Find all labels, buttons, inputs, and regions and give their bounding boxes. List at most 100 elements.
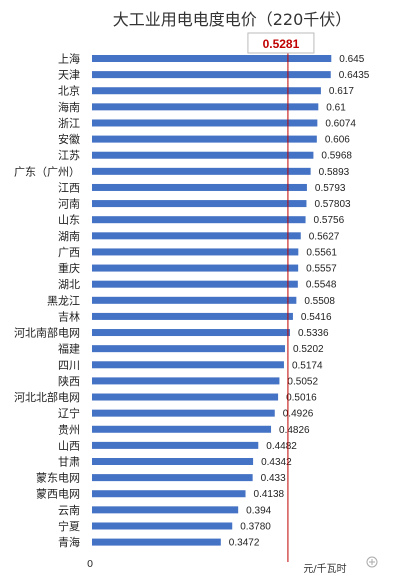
- reference-label: 0.5281: [263, 37, 300, 51]
- bar: [92, 425, 272, 433]
- value-label: 0.5557: [306, 264, 337, 275]
- bar: [92, 409, 275, 417]
- category-label: 黑龙江: [47, 294, 80, 307]
- bar: [92, 216, 306, 224]
- value-label: 0.5756: [314, 215, 345, 226]
- value-label: 0.3780: [240, 521, 271, 532]
- category-label: 河北北部电网: [14, 390, 80, 404]
- value-label: 0.5336: [298, 328, 329, 339]
- value-label: 0.617: [329, 86, 354, 97]
- value-label: 0.606: [325, 135, 350, 146]
- bar: [92, 393, 279, 401]
- category-label: 天津: [58, 69, 80, 82]
- category-label: 北京: [58, 84, 80, 98]
- bar: [92, 87, 321, 95]
- value-label: 0.645: [339, 54, 364, 65]
- bar: [92, 264, 299, 272]
- value-label: 0.5016: [286, 393, 317, 404]
- value-label: 0.6074: [325, 118, 356, 129]
- category-label: 江苏: [58, 149, 80, 162]
- category-label: 河南: [58, 198, 80, 211]
- category-label: 青海: [58, 535, 80, 549]
- bar: [92, 151, 314, 159]
- value-label: 0.5793: [315, 183, 346, 194]
- category-label: 山东: [58, 214, 80, 227]
- bars-group: [92, 55, 332, 546]
- bar: [92, 135, 317, 143]
- bar: [92, 312, 293, 320]
- x-axis-unit-label: 元/千瓦时: [303, 563, 346, 575]
- value-label: 0.4138: [254, 489, 285, 500]
- value-label: 0.4482: [266, 441, 297, 452]
- category-label: 海南: [58, 100, 80, 114]
- bar: [92, 329, 290, 337]
- value-labels: 0.645 0.6435 0.617 0.61 0.6074 0.606 0.5968 0.5…: [229, 54, 370, 549]
- value-label: 0.4926: [283, 409, 314, 420]
- value-label: 0.433: [261, 473, 286, 484]
- category-label: 重庆: [58, 261, 80, 275]
- bar: [92, 474, 253, 482]
- value-label: 0.6435: [339, 70, 370, 81]
- category-label: 湖南: [58, 230, 80, 243]
- category-label: 吉林: [58, 309, 80, 323]
- bar: [92, 361, 284, 369]
- reference-label-box: [247, 32, 315, 54]
- bar: [92, 441, 259, 449]
- category-label: 上海: [58, 52, 80, 66]
- value-label: 0.5893: [319, 167, 350, 178]
- bar: [92, 522, 233, 530]
- bar: [92, 458, 254, 465]
- value-label: 0.5508: [304, 296, 335, 307]
- bar: [92, 55, 332, 62]
- value-label: 0.61: [326, 102, 346, 113]
- value-label: 0.5052: [287, 376, 318, 387]
- value-label: 0.5548: [306, 280, 337, 291]
- value-label: 0.3472: [229, 538, 260, 549]
- bar: [92, 296, 297, 304]
- value-label: 0.5561: [306, 247, 337, 258]
- bar: [92, 377, 280, 385]
- category-label: 辽宁: [58, 406, 80, 420]
- bar: [92, 248, 299, 256]
- value-label: 0.5968: [321, 151, 352, 162]
- category-label: 安徽: [58, 132, 80, 146]
- bar: [92, 119, 318, 127]
- value-label: 0.5627: [309, 231, 340, 242]
- bar: [92, 538, 221, 546]
- value-label: 0.4826: [279, 425, 310, 436]
- bar: [92, 167, 311, 175]
- bar: [92, 232, 301, 240]
- bar: [92, 71, 331, 79]
- value-label: 0.394: [246, 505, 271, 516]
- value-label: 0.5416: [301, 312, 332, 323]
- category-label: 浙江: [58, 117, 80, 130]
- value-label: 0.5202: [293, 344, 324, 355]
- bar: [92, 345, 285, 353]
- value-label: 0.4342: [261, 457, 292, 468]
- category-label: 云南: [58, 504, 80, 517]
- bar: [92, 506, 239, 514]
- category-label: 甘肃: [58, 456, 80, 469]
- category-label: 四川: [58, 359, 80, 372]
- value-label: 0.57803: [314, 199, 351, 210]
- bar: [92, 103, 319, 111]
- category-label: 蒙东电网: [36, 472, 80, 485]
- category-label: 宁夏: [58, 519, 80, 533]
- bar: [92, 200, 307, 208]
- category-label: 湖北: [58, 278, 80, 291]
- category-label: 江西: [58, 181, 80, 194]
- bar: [92, 490, 246, 498]
- category-label: 山西: [58, 439, 80, 452]
- category-label: 福建: [58, 342, 80, 356]
- x-tick-label-0: 0: [87, 559, 93, 570]
- category-label: 蒙西电网: [36, 488, 80, 501]
- category-label: 陕西: [58, 374, 80, 388]
- value-label: 0.5174: [292, 360, 323, 371]
- watermark-logo: [366, 556, 378, 568]
- chart-title: 大工业用电电度电价（220千伏）: [113, 10, 352, 29]
- category-label: 河北南部电网: [14, 326, 80, 340]
- category-label: 贵州: [58, 423, 80, 436]
- category-label: 广东（广州）: [14, 165, 80, 178]
